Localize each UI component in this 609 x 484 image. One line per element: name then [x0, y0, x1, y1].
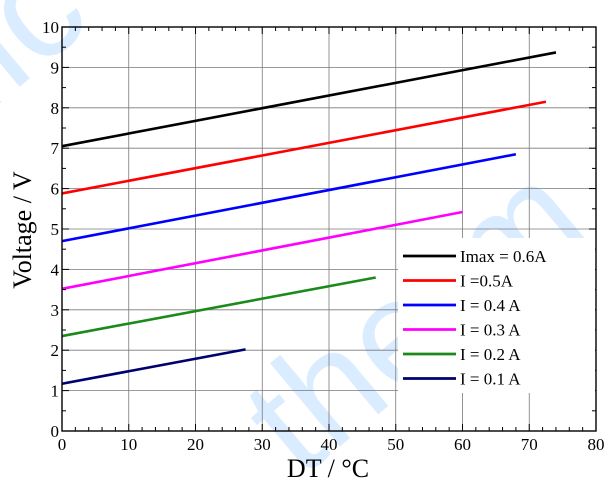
legend-box — [398, 238, 595, 393]
x-tick-label: 30 — [254, 435, 271, 454]
legend-label: I = 0.2 A — [460, 345, 521, 364]
series-line — [61, 51, 557, 148]
x-tick-label: 0 — [58, 435, 67, 454]
y-tick-label: 10 — [42, 18, 59, 37]
y-tick-label: 5 — [51, 220, 60, 239]
legend-item: I = 0.2 A — [403, 345, 521, 364]
legend-label: I = 0.1 A — [460, 370, 521, 389]
x-tick-label: 50 — [387, 435, 404, 454]
x-tick-label: 40 — [321, 435, 338, 454]
legend-item: I = 0.1 A — [403, 370, 521, 389]
series-line — [61, 276, 376, 338]
y-tick-label: 2 — [51, 341, 60, 360]
y-tick-label: 3 — [51, 301, 60, 320]
x-tick-label: 70 — [521, 435, 538, 454]
y-tick-label: 8 — [51, 99, 60, 118]
x-tick-label: 60 — [454, 435, 471, 454]
legend-item: I =0.5A — [403, 272, 514, 291]
y-tick-label: 1 — [51, 382, 60, 401]
legend-label: I =0.5A — [460, 272, 514, 291]
y-tick-label: 6 — [51, 180, 60, 199]
x-tick-labels: 0 10 20 30 40 50 60 70 80 — [58, 435, 605, 454]
legend-item: Imax = 0.6A — [403, 247, 547, 266]
series-line — [61, 152, 517, 243]
x-tick-label: 10 — [120, 435, 137, 454]
legend-item: I = 0.3 A — [403, 321, 521, 340]
series-lines — [61, 51, 557, 386]
y-axis-title: Voltage / V — [8, 171, 37, 289]
x-tick-label: 80 — [588, 435, 605, 454]
y-tick-labels: 0 1 2 3 4 5 6 7 8 9 10 — [42, 18, 60, 441]
series-line — [61, 100, 547, 195]
x-axis-title: DT / °C — [287, 454, 369, 483]
y-tick-label: 0 — [51, 422, 60, 441]
y-tick-label: 7 — [51, 139, 60, 158]
y-tick-label: 9 — [51, 58, 60, 77]
legend: Imax = 0.6A I =0.5A I = 0.4 A I = 0.3 A I = … — [398, 238, 595, 393]
legend-label: Imax = 0.6A — [460, 247, 547, 266]
legend-label: I = 0.3 A — [460, 321, 521, 340]
legend-item: I = 0.4 A — [403, 296, 521, 315]
x-tick-label: 20 — [187, 435, 204, 454]
legend-label: I = 0.4 A — [460, 296, 521, 315]
series-line — [61, 348, 246, 386]
y-tick-label: 4 — [51, 260, 60, 279]
series-line — [61, 210, 463, 291]
